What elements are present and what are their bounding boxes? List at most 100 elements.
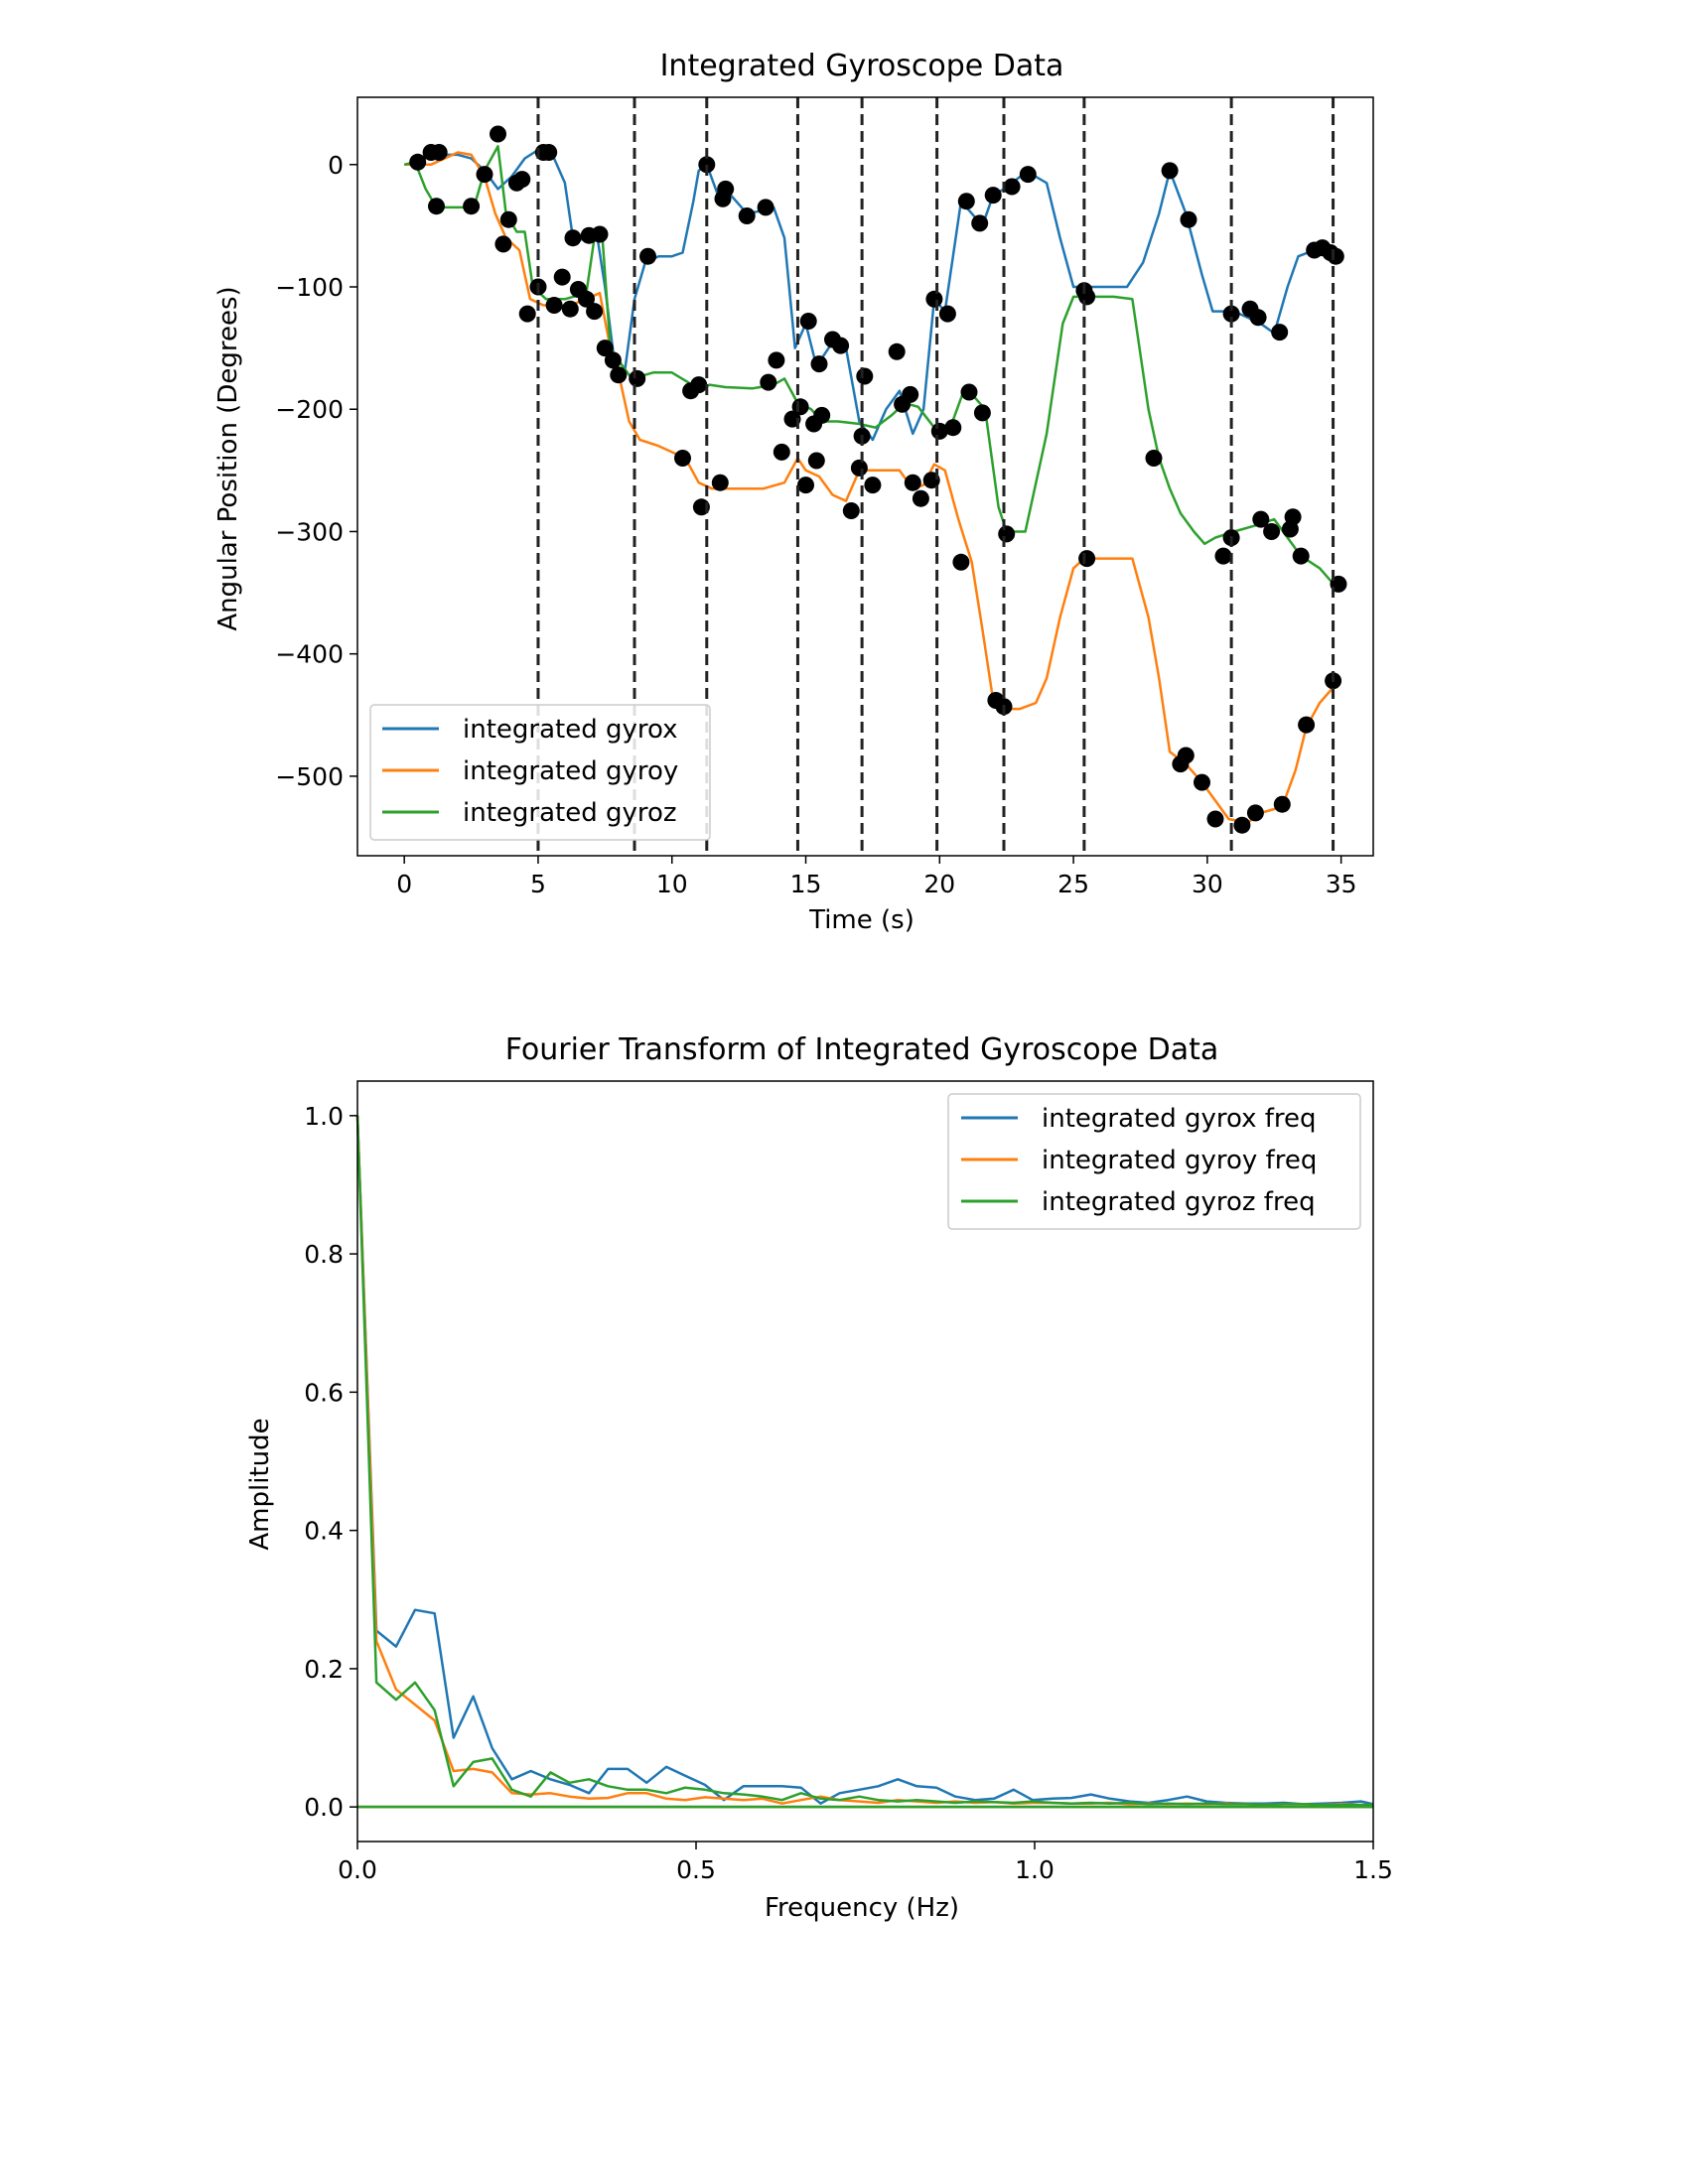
x-tick-label: 30 (1192, 870, 1223, 898)
marker-point (586, 303, 604, 321)
marker-point (564, 229, 582, 247)
marker-point (1180, 210, 1197, 228)
marker-point (561, 300, 579, 318)
legend: integrated gyrox integrated gyroy integrat… (369, 704, 711, 841)
marker-point (1246, 804, 1264, 822)
legend-label: integrated gyrox (463, 715, 677, 745)
marker-point (1327, 247, 1344, 265)
marker-point (952, 553, 970, 571)
marker-point (711, 474, 729, 491)
marker-point (757, 199, 774, 216)
marker-point (1177, 747, 1195, 764)
marker-point (409, 153, 427, 171)
marker-point (773, 443, 790, 461)
marker-point (904, 474, 921, 491)
marker-point (490, 125, 506, 143)
y-axis-ticks: 0 −100 −200 −300 −400 −500 (275, 151, 357, 791)
x-tick-label: 25 (1057, 870, 1089, 898)
legend-box (369, 704, 711, 841)
marker-point (842, 502, 860, 519)
y-axis-ticks: 0.0 0.2 0.4 0.6 0.8 1.0 (304, 1102, 357, 1822)
marker-point (1273, 795, 1291, 813)
marker-point (494, 235, 512, 253)
legend-label: integrated gyroz (463, 798, 677, 828)
marker-point (930, 422, 948, 440)
marker-point (1271, 324, 1289, 341)
marker-point (1078, 550, 1096, 568)
y-axis-label: Angular Position (Degrees) (213, 286, 243, 630)
chart-integrated-gyroscope: Integrated Gyroscope Data 0 −100 −200 −300 −… (213, 49, 1374, 935)
series-line-integrated-gyrox-freq (355, 1115, 1374, 1806)
legend-label: integrated gyroy freq (1042, 1146, 1317, 1175)
y-axis-label: Amplitude (245, 1418, 275, 1550)
x-tick-label: 1.0 (1015, 1855, 1055, 1884)
marker-point (1019, 166, 1037, 184)
y-tick-label: 0.2 (304, 1655, 344, 1684)
marker-point (944, 419, 962, 437)
marker-point (984, 187, 1002, 205)
marker-point (738, 207, 756, 224)
marker-point (1222, 305, 1240, 323)
y-tick-label: 0.8 (304, 1240, 344, 1269)
marker-point (698, 156, 716, 174)
marker-point (1206, 810, 1224, 828)
y-tick-label: −500 (275, 762, 344, 791)
legend-label: integrated gyroz freq (1042, 1187, 1316, 1217)
marker-point (791, 398, 809, 416)
marker-point (807, 452, 825, 470)
marker-point (925, 290, 943, 308)
chart-title: Fourier Transform of Integrated Gyroscop… (505, 1032, 1219, 1067)
x-axis-ticks: 0.0 0.5 1.0 1.5 (338, 1842, 1393, 1884)
marker-point (813, 406, 831, 424)
marker-point (430, 144, 448, 161)
x-tick-label: 20 (923, 870, 955, 898)
marker-point (856, 367, 874, 385)
x-tick-label: 0.5 (676, 1855, 716, 1884)
marker-point (553, 268, 571, 286)
marker-point (850, 459, 868, 477)
marker-point (864, 477, 882, 494)
marker-point (760, 373, 777, 391)
x-tick-label: 15 (790, 870, 822, 898)
marker-point (604, 351, 622, 369)
y-tick-label: 0.6 (304, 1378, 344, 1407)
marker-point (1233, 816, 1251, 834)
x-axis-label: Time (s) (808, 905, 914, 935)
x-axis-label: Frequency (Hz) (765, 1893, 959, 1923)
marker-point (1194, 773, 1210, 791)
marker-point (1145, 450, 1163, 467)
marker-point (768, 351, 785, 369)
series-line-integrated-gyroz-freq (355, 1115, 1373, 1807)
marker-point (1292, 547, 1310, 565)
marker-point (1249, 309, 1267, 327)
marker-point (998, 525, 1016, 543)
x-tick-label: 10 (656, 870, 688, 898)
marker-point (888, 342, 906, 360)
y-tick-label: −400 (275, 640, 344, 669)
y-tick-label: −200 (275, 395, 344, 424)
y-tick-label: −300 (275, 517, 344, 546)
marker-point (912, 489, 929, 507)
marker-point (578, 290, 595, 308)
marker-point (499, 210, 517, 228)
x-axis-ticks: 0 5 10 15 20 25 30 35 (396, 856, 1357, 898)
axes-frame (356, 1080, 1374, 1843)
marker-point (1078, 288, 1096, 306)
marker-point (960, 383, 978, 401)
marker-point (1284, 508, 1302, 526)
marker-point (799, 313, 817, 330)
marker-point (596, 340, 614, 357)
legend: integrated gyrox freq integrated gyroy fr… (947, 1093, 1361, 1230)
marker-point (428, 198, 445, 215)
plot-area (355, 1080, 1374, 1843)
chart-title: Integrated Gyroscope Data (660, 49, 1064, 83)
x-tick-label: 0 (396, 870, 412, 898)
marker-point (639, 247, 656, 265)
marker-point (832, 337, 850, 354)
marker-point (463, 198, 481, 215)
marker-point (973, 404, 991, 422)
marker-point (591, 225, 609, 243)
marker-point (1298, 716, 1316, 734)
marker-point (518, 305, 536, 323)
